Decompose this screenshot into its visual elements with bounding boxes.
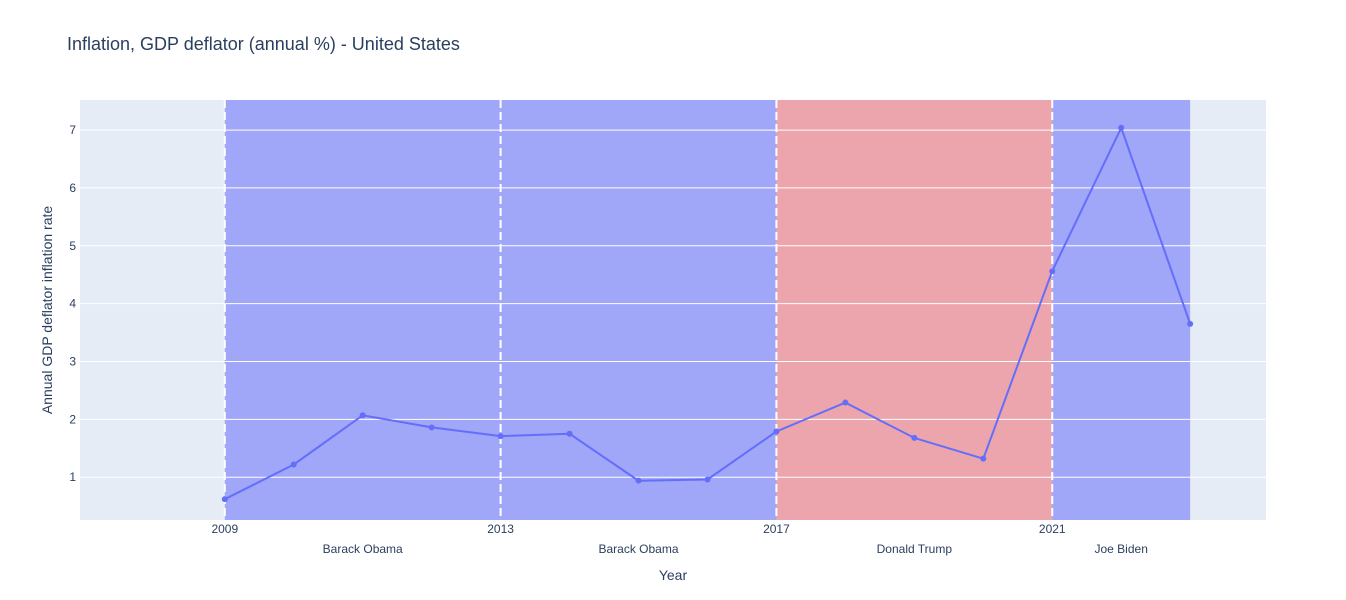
y-tick-label: 5	[69, 239, 76, 253]
data-point	[497, 433, 504, 440]
data-point	[428, 424, 435, 431]
chart-title: Inflation, GDP deflator (annual %) - Uni…	[67, 34, 460, 54]
term-shading-layer	[224, 100, 1191, 520]
term-divider-lines	[223, 100, 1054, 520]
term-label: Barack Obama	[323, 542, 403, 556]
gridlines	[80, 129, 1266, 478]
data-point	[1187, 320, 1194, 327]
data-point	[1118, 124, 1125, 131]
y-tick-label: 3	[69, 354, 76, 368]
term-shade-2	[776, 100, 1053, 520]
y-tick-label: 6	[69, 181, 76, 195]
term-label: Joe Biden	[1095, 542, 1148, 556]
y-tick-label: 1	[69, 470, 76, 484]
series-layer	[221, 124, 1194, 503]
data-point	[635, 477, 642, 484]
data-point	[1049, 268, 1056, 275]
term-label: Donald Trump	[877, 542, 953, 556]
y-axis-ticks: 1 2 3 4 5 6 7	[69, 123, 76, 484]
data-point	[704, 476, 711, 483]
y-tick-label: 2	[69, 412, 76, 426]
data-point	[980, 455, 987, 462]
x-axis-title: Year	[659, 567, 688, 583]
data-point	[842, 399, 849, 406]
x-axis-ticks: 2009 2013 2017 2021	[211, 522, 1065, 536]
data-point	[911, 434, 918, 441]
x-tick-label: 2021	[1039, 522, 1066, 536]
term-label: Barack Obama	[598, 542, 678, 556]
y-axis-title: Annual GDP deflator inflation rate	[39, 206, 55, 415]
y-tick-label: 4	[69, 297, 76, 311]
term-labels: Barack Obama Barack Obama Donald Trump Joe …	[323, 542, 1148, 556]
x-tick-label: 2009	[211, 522, 238, 536]
data-point	[359, 412, 366, 419]
term-shade-0	[224, 100, 501, 520]
term-shade-1	[500, 100, 777, 520]
data-point	[290, 461, 297, 468]
x-tick-label: 2013	[487, 522, 514, 536]
x-tick-label: 2017	[763, 522, 790, 536]
data-point	[773, 428, 780, 435]
y-tick-label: 7	[69, 123, 76, 137]
data-point	[566, 430, 573, 437]
term-shade-3	[1052, 100, 1191, 520]
data-point	[221, 496, 228, 503]
